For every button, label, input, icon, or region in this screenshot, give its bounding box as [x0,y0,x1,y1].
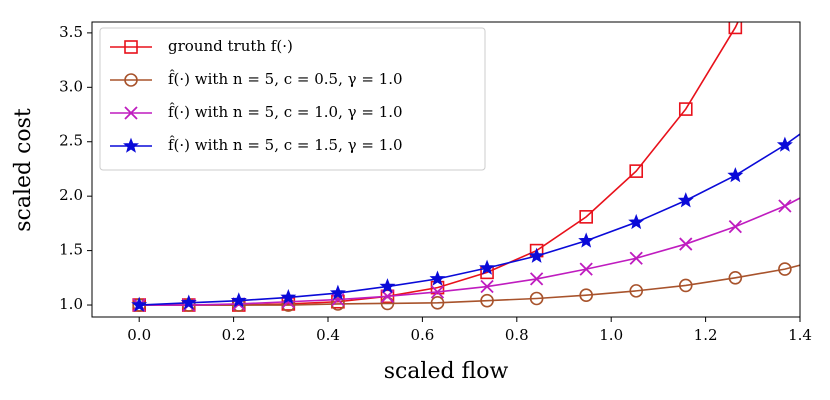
x-tick-label: 1.2 [694,326,718,344]
marker [677,192,694,208]
marker [529,272,544,286]
plot-area [131,22,800,312]
marker [629,164,644,178]
marker [579,288,593,303]
marker [629,251,643,265]
marker [679,237,693,251]
marker [430,285,445,299]
marker [230,292,247,308]
marker [628,213,645,230]
marker [728,220,742,234]
legend-box [99,27,486,171]
marker [379,278,396,294]
x-tick-label: 0.6 [410,326,434,344]
x-tick-label: 0.4 [316,326,340,344]
legend-marker [124,40,138,54]
legend-marker [124,73,138,87]
marker [331,292,345,307]
marker [180,294,197,310]
marker [480,279,494,294]
y-tick-label: 2.5 [59,132,83,150]
legend-label: f̂(·) with n = 5, c = 1.5, γ = 1.0 [168,136,403,154]
marker [430,296,445,310]
legend-marker [124,106,138,120]
x-tick-label: 0.2 [222,326,246,344]
x-tick-label: 0.0 [127,326,151,344]
y-tick-label: 2.0 [59,186,83,204]
axes-frame [91,21,801,318]
x-tick-label: 1.4 [788,326,812,344]
legend-label: f̂(·) with n = 5, c = 1.0, γ = 1.0 [168,103,403,121]
marker [331,297,345,311]
marker [528,247,545,263]
y-tick-label: 1.0 [59,295,83,313]
marker [280,289,297,305]
marker [778,262,792,276]
marker [579,210,593,224]
marker [678,102,693,116]
marker [728,271,743,285]
marker [429,270,446,286]
marker [678,278,693,293]
legend-label: ground truth f(·) [168,37,293,55]
y-tick-label: 3.5 [59,23,83,41]
marker [329,284,346,300]
series-line [139,264,800,306]
marker [479,259,496,275]
marker [629,284,644,298]
x-axis-label: scaled flow [384,359,509,384]
marker [131,296,148,312]
legend-marker [123,137,139,153]
y-tick-label: 1.5 [59,241,83,259]
marker [727,167,744,183]
legend-label: f̂(·) with n = 5, c = 0.5, γ = 1.0 [168,70,403,88]
marker [480,293,494,308]
y-axis-label: scaled cost [11,108,36,232]
y-tick-label: 3.0 [59,77,83,95]
x-tick-label: 0.8 [505,326,529,344]
marker [529,291,544,306]
series-line [139,197,800,306]
marker [776,136,793,152]
marker [728,22,743,35]
x-tick-label: 1.0 [599,326,623,344]
marker [778,199,792,213]
marker [579,262,593,276]
marker [578,232,595,248]
